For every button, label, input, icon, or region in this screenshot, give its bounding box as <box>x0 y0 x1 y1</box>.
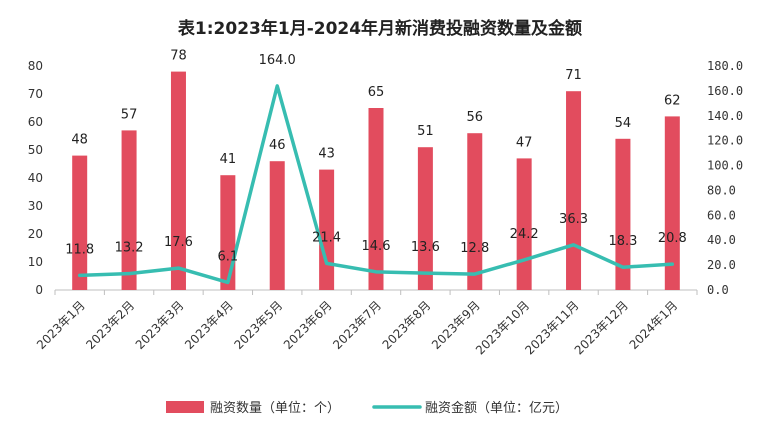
line-data-label: 11.8 <box>65 242 94 257</box>
x-tick-label: 2023年7月 <box>330 298 384 352</box>
bar <box>72 155 88 290</box>
bar-data-label: 47 <box>516 135 533 150</box>
x-tick-label: 2023年8月 <box>380 298 434 352</box>
line-data-label: 21.4 <box>312 230 341 245</box>
x-tick-label: 2023年6月 <box>281 298 335 352</box>
bar-data-label: 54 <box>615 116 632 131</box>
bar-data-label: 71 <box>565 68 582 83</box>
y-left-tick-label: 70 <box>28 87 43 101</box>
line-data-label: 13.2 <box>115 241 144 256</box>
y-left-tick-label: 60 <box>28 115 43 129</box>
bar <box>417 147 433 290</box>
y-right-tick-label: 40.0 <box>707 233 736 247</box>
line-data-label: 20.8 <box>658 231 687 246</box>
y-right-tick-label: 20.0 <box>707 258 736 272</box>
y-right-tick-label: 60.0 <box>707 208 736 222</box>
chart-title: 表1:2023年1月-2024年月新消费投融资数量及金额 <box>178 18 582 39</box>
bar <box>319 169 335 290</box>
line-data-label: 24.2 <box>510 227 539 242</box>
y-left-tick-label: 0 <box>35 283 43 297</box>
line-series <box>77 84 675 285</box>
axes: 0 10 20 30 40 50 60 70 80 0.0 20.0 40.0 60.0 80.0 100.… <box>28 59 743 297</box>
bar <box>516 158 532 290</box>
bar-data-label: 48 <box>71 133 88 148</box>
bar <box>269 161 285 290</box>
x-tick-label: 2023年9月 <box>429 298 483 352</box>
y-right-tick-label: 0.0 <box>707 283 729 297</box>
line-data-label: 36.3 <box>559 212 588 227</box>
bar-data-label: 41 <box>220 152 237 167</box>
bar-data-label: 65 <box>368 85 385 100</box>
y-left-tick-label: 40 <box>28 171 43 185</box>
y-left-tick-label: 30 <box>28 199 43 213</box>
x-tick-label: 2023年5月 <box>231 298 285 352</box>
line-data-label: 14.6 <box>362 239 391 254</box>
y-left-tick-label: 20 <box>28 227 43 241</box>
bar-data-label: 78 <box>170 49 187 64</box>
y-right-tick-label: 140.0 <box>707 109 743 123</box>
bar <box>170 71 186 290</box>
x-tick-label: 2023年12月 <box>572 298 631 357</box>
x-tick-label: 2023年2月 <box>83 298 137 352</box>
x-tick-label: 2023年4月 <box>182 298 236 352</box>
line-data-label: 13.6 <box>411 240 440 255</box>
x-tick-label: 2024年1月 <box>627 298 681 352</box>
data-labels: 48 57 78 41 46 43 65 51 56 47 71 54 62 11.8 13.2 17.6 6.… <box>65 49 687 265</box>
y-right-tick-label: 160.0 <box>707 84 743 98</box>
legend-swatch-bar <box>166 401 204 413</box>
y-left-tick-label: 80 <box>28 59 43 73</box>
bar-data-label: 51 <box>417 124 434 139</box>
y-right-tick-label: 80.0 <box>707 183 736 197</box>
bar <box>220 175 236 290</box>
x-tick-label: 2023年3月 <box>133 298 187 352</box>
line-data-label: 6.1 <box>218 249 239 264</box>
legend-label-line: 融资金额（单位：亿元） <box>425 400 568 416</box>
bar-data-label: 43 <box>318 147 335 162</box>
bar <box>566 91 582 290</box>
legend: 融资数量（单位：个） 融资金额（单位：亿元） <box>166 400 568 416</box>
x-tick-label: 2023年1月 <box>34 298 88 352</box>
line-data-label: 17.6 <box>164 235 193 250</box>
bar <box>467 133 483 290</box>
bar-data-label: 57 <box>121 107 138 122</box>
x-tick-labels: 2023年1月2023年2月2023年3月2023年4月2023年5月2023年… <box>34 298 680 357</box>
y-right-tick-label: 100.0 <box>707 159 743 173</box>
bar-data-label: 46 <box>269 138 286 153</box>
bar <box>664 116 680 291</box>
bar <box>121 130 137 290</box>
bar-data-label: 56 <box>466 110 483 125</box>
bar <box>368 108 384 290</box>
y-left-tick-label: 10 <box>28 255 43 269</box>
bar-data-label: 62 <box>664 93 681 108</box>
bar <box>615 138 631 290</box>
y-right-tick-label: 120.0 <box>707 134 743 148</box>
line-data-label: 18.3 <box>608 234 637 249</box>
line-path <box>77 84 675 285</box>
legend-label-bar: 融资数量（单位：个） <box>210 401 340 416</box>
line-data-label: 164.0 <box>259 53 296 68</box>
y-right-tick-label: 180.0 <box>707 59 743 73</box>
y-left-tick-label: 50 <box>28 143 43 157</box>
bars <box>72 71 680 291</box>
line-data-label: 12.8 <box>460 241 489 256</box>
